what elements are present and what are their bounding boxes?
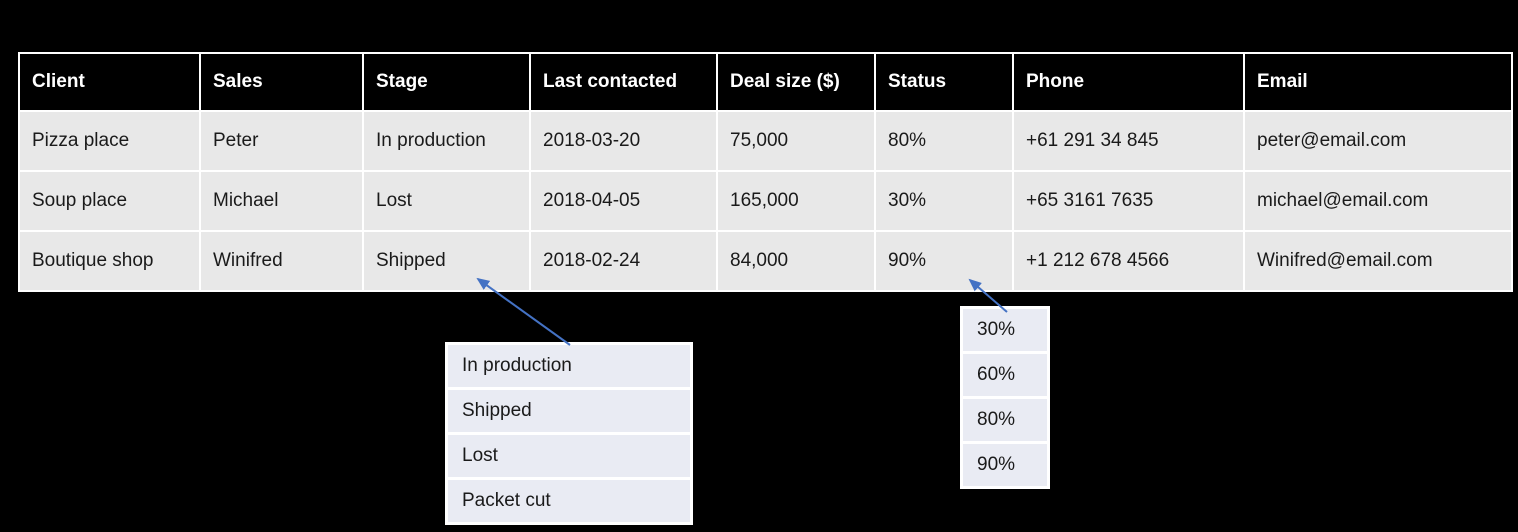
status-option-60[interactable]: 60%: [963, 354, 1047, 396]
cell-sales[interactable]: Winifred: [201, 232, 362, 290]
column-header-stage: Stage: [364, 54, 529, 110]
column-header-deal-size: Deal size ($): [718, 54, 874, 110]
table-row: Pizza place Peter In production 2018-03-20 7…: [20, 112, 1511, 170]
cell-last-contacted[interactable]: 2018-02-24: [531, 232, 716, 290]
cell-stage[interactable]: Lost: [364, 172, 529, 230]
cell-email[interactable]: peter@email.com: [1245, 112, 1511, 170]
cell-status[interactable]: 90%: [876, 232, 1012, 290]
cell-last-contacted[interactable]: 2018-04-05: [531, 172, 716, 230]
stage-option-lost[interactable]: Lost: [448, 435, 690, 477]
status-option-90[interactable]: 90%: [963, 444, 1047, 486]
cell-email[interactable]: michael@email.com: [1245, 172, 1511, 230]
cell-status[interactable]: 80%: [876, 112, 1012, 170]
column-header-sales: Sales: [201, 54, 362, 110]
cell-sales[interactable]: Peter: [201, 112, 362, 170]
column-header-last-contacted: Last contacted: [531, 54, 716, 110]
stage-option-in-production[interactable]: In production: [448, 345, 690, 387]
status-option-80[interactable]: 80%: [963, 399, 1047, 441]
cell-sales[interactable]: Michael: [201, 172, 362, 230]
cell-phone[interactable]: +65 3161 7635: [1014, 172, 1243, 230]
cell-status[interactable]: 30%: [876, 172, 1012, 230]
table-row: Soup place Michael Lost 2018-04-05 165,000 30…: [20, 172, 1511, 230]
cell-deal-size[interactable]: 84,000: [718, 232, 874, 290]
cell-phone[interactable]: +61 291 34 845: [1014, 112, 1243, 170]
cell-client[interactable]: Pizza place: [20, 112, 199, 170]
column-header-email: Email: [1245, 54, 1511, 110]
column-header-status: Status: [876, 54, 1012, 110]
cell-stage[interactable]: In production: [364, 112, 529, 170]
column-header-phone: Phone: [1014, 54, 1243, 110]
cell-last-contacted[interactable]: 2018-03-20: [531, 112, 716, 170]
stage-option-packet-cut[interactable]: Packet cut: [448, 480, 690, 522]
cell-client[interactable]: Soup place: [20, 172, 199, 230]
status-dropdown-list: 30% 60% 80% 90%: [960, 306, 1050, 489]
cell-client[interactable]: Boutique shop: [20, 232, 199, 290]
cell-email[interactable]: Winifred@email.com: [1245, 232, 1511, 290]
table-header-row: Client Sales Stage Last contacted Deal size …: [20, 54, 1511, 110]
cell-stage[interactable]: Shipped: [364, 232, 529, 290]
stage-dropdown-list: In production Shipped Lost Packet cut: [445, 342, 693, 525]
column-header-client: Client: [20, 54, 199, 110]
status-option-30[interactable]: 30%: [963, 309, 1047, 351]
stage-option-shipped[interactable]: Shipped: [448, 390, 690, 432]
cell-deal-size[interactable]: 165,000: [718, 172, 874, 230]
cell-phone[interactable]: +1 212 678 4566: [1014, 232, 1243, 290]
table-row: Boutique shop Winifred Shipped 2018-02-24 84…: [20, 232, 1511, 290]
crm-table: Client Sales Stage Last contacted Deal size …: [18, 52, 1513, 292]
cell-deal-size[interactable]: 75,000: [718, 112, 874, 170]
